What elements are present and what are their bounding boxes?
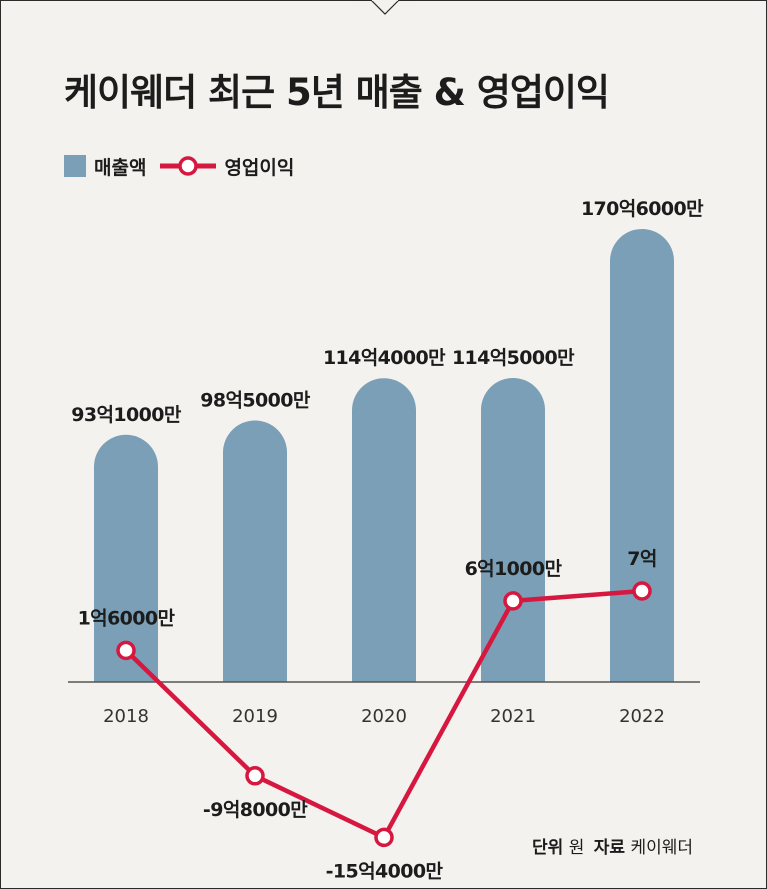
sales-bar-label-2021: 114억5000만 — [452, 347, 575, 369]
x-tick-label-2018: 2018 — [103, 706, 149, 727]
legend: 매출액 영업이익 — [64, 153, 294, 179]
sales-bar-2020 — [352, 378, 416, 682]
profit-point-2019 — [245, 766, 265, 786]
footer-note: 단위 원 자료 케이웨더 — [532, 833, 697, 858]
notch-chevron-icon — [353, 0, 417, 15]
profit-point-label-2019: -9억8000만 — [203, 799, 308, 821]
profit-point-label-2022: 7억 — [627, 548, 657, 570]
sales-bar-2021 — [481, 377, 545, 682]
legend-sales-swatch — [64, 155, 86, 177]
sales-bar-label-2022: 170억6000만 — [581, 198, 704, 220]
x-tick-label-2022: 2022 — [619, 706, 665, 727]
x-tick-label-2021: 2021 — [490, 706, 536, 727]
legend-sales-label: 매출액 — [94, 156, 147, 179]
legend-profit-label: 영업이익 — [224, 156, 295, 179]
unit-value: 원 — [568, 838, 585, 858]
legend-profit-line-icon — [160, 156, 217, 176]
x-tick-label-2019: 2019 — [232, 706, 278, 727]
profit-point-2018 — [116, 640, 136, 661]
profit-point-label-2018: 1억6000만 — [78, 607, 176, 629]
sales-bar-2018 — [94, 434, 158, 682]
profit-point-label-2021: 6억1000만 — [465, 558, 563, 580]
sales-bar-label-2020: 114억4000만 — [323, 347, 446, 369]
sales-bar-label-2019: 98억5000만 — [200, 389, 311, 411]
profit-point-label-2020: -15억4000만 — [326, 860, 444, 882]
profit-point-2021 — [503, 591, 523, 611]
x-tick-label-2020: 2020 — [361, 706, 407, 727]
profit-point-2020 — [374, 827, 394, 848]
sales-bar-label-2018: 93억1000만 — [71, 404, 182, 426]
chart-title: 케이웨더 최근 5년 매출 & 영업이익 — [64, 71, 610, 114]
sales-bar-2019 — [223, 420, 287, 682]
profit-point-2022 — [632, 581, 652, 601]
source-label: 자료 — [593, 838, 626, 858]
sales-bar-2022 — [610, 229, 674, 682]
source-value: 케이웨더 — [630, 838, 693, 858]
unit-label: 단위 — [532, 838, 564, 858]
